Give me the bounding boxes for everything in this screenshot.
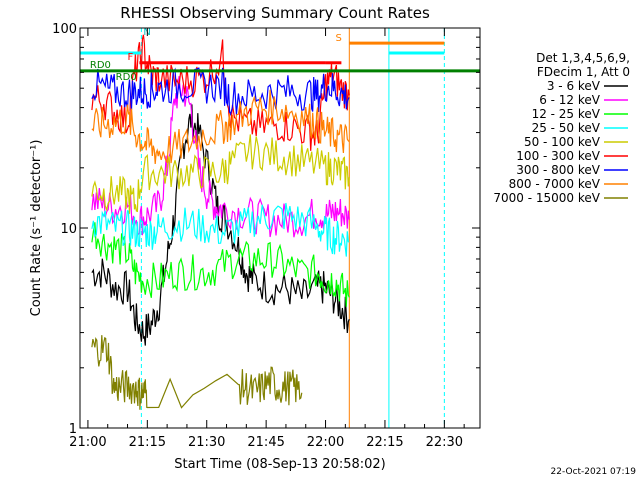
series-line — [91, 335, 303, 410]
legend-label: 12 - 25 keV — [532, 107, 601, 121]
axis-ticks: 21:00 21:15 21:30 21:45 22:00 22:15 22:30 1 10 10… — [52, 22, 480, 450]
series-line — [91, 89, 350, 165]
y-axis-label: Count Rate (s⁻¹ detector⁻¹) — [29, 140, 44, 317]
legend-header: FDecim 1, Att 0 — [537, 65, 630, 79]
flag-annotation: S — [335, 33, 341, 44]
x-tick-label: 21:15 — [129, 435, 166, 450]
series-line — [91, 104, 350, 346]
x-tick-label: 22:00 — [307, 435, 344, 450]
x-tick-label: 21:30 — [188, 435, 225, 450]
flag-annotation: RD0 — [116, 72, 137, 83]
flag-annotation: F — [128, 52, 134, 63]
series-line — [91, 134, 350, 214]
legend-label: 300 - 800 keV — [516, 163, 600, 177]
legend-label: 3 - 6 keV — [547, 79, 601, 93]
legend-label: 50 - 100 keV — [524, 135, 601, 149]
y-tick-label: 100 — [52, 22, 77, 37]
y-tick-label: 1 — [69, 422, 77, 437]
footer-timestamp: 22-Oct-2021 07:19 — [551, 467, 637, 477]
x-tick-label: 21:00 — [69, 435, 106, 450]
series-line — [91, 202, 350, 257]
legend: Det 1,3,4,5,6,9,FDecim 1, Att 03 - 6 keV… — [493, 51, 630, 205]
legend-label: 6 - 12 keV — [539, 93, 601, 107]
legend-label: 100 - 300 keV — [516, 149, 600, 163]
legend-label: 800 - 7000 keV — [509, 177, 601, 191]
legend-label: 25 - 50 keV — [532, 121, 601, 135]
legend-header: Det 1,3,4,5,6,9, — [536, 51, 630, 65]
x-tick-label: 21:45 — [247, 435, 284, 450]
x-axis-label: Start Time (08-Sep-13 20:58:02) — [174, 457, 385, 472]
legend-label: 7000 - 15000 keV — [493, 191, 600, 205]
series-line — [91, 34, 350, 151]
x-tick-label: 22:30 — [426, 435, 463, 450]
x-tick-label: 22:15 — [366, 435, 403, 450]
chart-title: RHESSI Observing Summary Count Rates — [120, 4, 430, 22]
y-tick-label: 10 — [60, 222, 77, 237]
flag-annotation: RD0 — [90, 60, 111, 71]
series-line — [91, 222, 350, 307]
series-line — [91, 67, 350, 117]
